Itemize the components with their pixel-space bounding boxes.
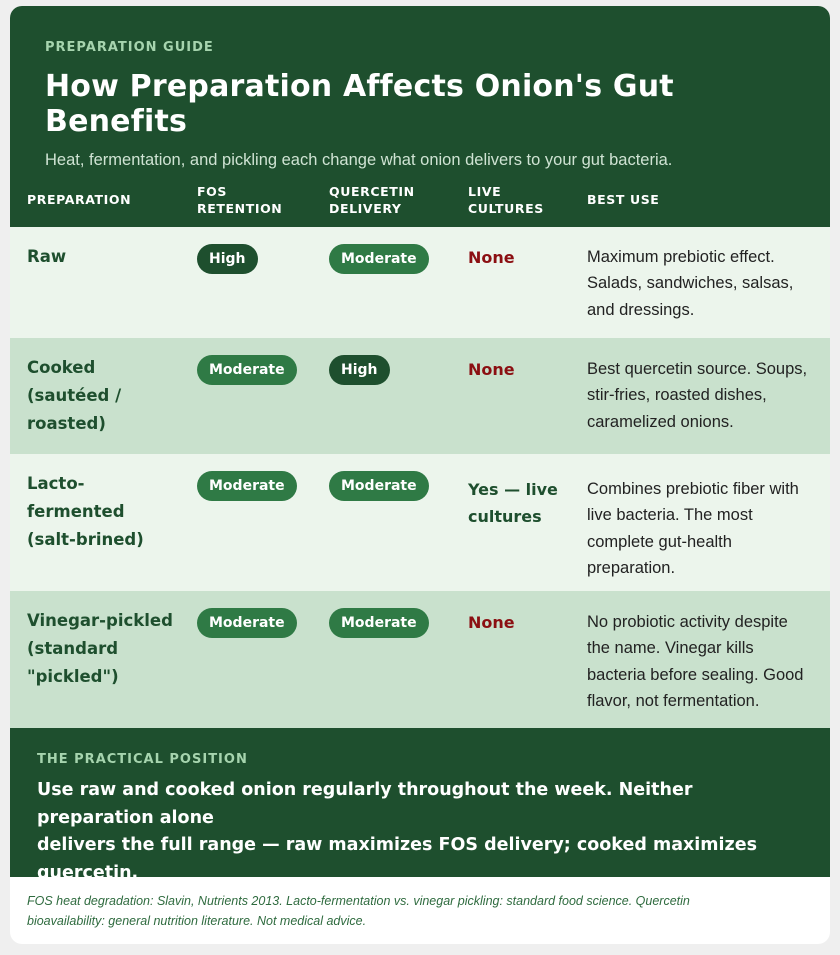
preparation-name: Lacto- fermented (salt-brined) <box>27 474 144 549</box>
table-row: Raw High Moderate None Maximum prebiotic… <box>10 227 830 338</box>
quercetin-delivery-badge: Moderate <box>329 608 429 638</box>
source-footnote: FOS heat degradation: Slavin, Nutrients … <box>27 894 690 928</box>
table-row: Vinegar-pickled (standard "pickled") Mod… <box>10 591 830 728</box>
guide-header: PREPARATION GUIDE How Preparation Affect… <box>10 6 830 227</box>
column-header-quercetin-delivery: QUERCETIN DELIVERY <box>329 183 415 216</box>
quercetin-delivery-cell: Moderate <box>329 471 429 501</box>
live-cultures-value: None <box>468 613 515 632</box>
best-use-text: No probiotic activity despite the name. … <box>587 613 804 710</box>
quercetin-delivery-cell: Moderate <box>329 608 429 638</box>
fos-retention-badge: High <box>197 244 258 274</box>
column-header-preparation: PREPARATION <box>27 192 132 207</box>
column-header-live-cultures: LIVE CULTURES <box>468 183 544 216</box>
best-use-text: Maximum prebiotic effect. Salads, sandwi… <box>587 248 794 319</box>
practical-position-panel: THE PRACTICAL POSITION Use raw and cooke… <box>10 728 830 910</box>
live-cultures-value: None <box>468 248 515 267</box>
practical-position-label: THE PRACTICAL POSITION <box>37 752 248 767</box>
fos-retention-cell: Moderate <box>197 471 297 501</box>
quercetin-delivery-cell: High <box>329 355 390 385</box>
fos-retention-cell: Moderate <box>197 355 297 385</box>
fos-retention-cell: Moderate <box>197 608 297 638</box>
table-header-row: PREPARATION FOS RETENTION QUERCETIN DELIVE… <box>10 172 830 227</box>
quercetin-delivery-badge: High <box>329 355 390 385</box>
fos-retention-badge: Moderate <box>197 471 297 501</box>
column-header-fos-retention: FOS RETENTION <box>197 183 283 216</box>
page-title: How Preparation Affects Onion's Gut Bene… <box>45 69 674 139</box>
preparation-name: Raw <box>27 247 67 266</box>
table-row: Cooked (sautéed / roasted) Moderate High… <box>10 338 830 454</box>
quercetin-delivery-badge: Moderate <box>329 471 429 501</box>
page-subtitle: Heat, fermentation, and pickling each ch… <box>45 151 673 169</box>
live-cultures-value: None <box>468 360 515 379</box>
eyebrow-label: PREPARATION GUIDE <box>45 40 214 55</box>
table-row: Lacto- fermented (salt-brined) Moderate … <box>10 454 830 591</box>
column-header-best-use: BEST USE <box>587 192 660 207</box>
preparation-guide-card: PREPARATION GUIDE How Preparation Affect… <box>10 6 830 944</box>
best-use-text: Combines prebiotic fiber with live bacte… <box>587 480 799 577</box>
live-cultures-value: Yes — live cultures <box>468 480 558 526</box>
preparation-name: Vinegar-pickled (standard "pickled") <box>27 611 173 686</box>
preparation-name: Cooked (sautéed / roasted) <box>27 358 122 433</box>
quercetin-delivery-cell: Moderate <box>329 244 429 274</box>
best-use-text: Best quercetin source. Soups, stir-fries… <box>587 360 808 431</box>
fos-retention-cell: High <box>197 244 258 274</box>
fos-retention-badge: Moderate <box>197 608 297 638</box>
practical-position-text: Use raw and cooked onion regularly throu… <box>37 780 757 910</box>
quercetin-delivery-badge: Moderate <box>329 244 429 274</box>
fos-retention-badge: Moderate <box>197 355 297 385</box>
